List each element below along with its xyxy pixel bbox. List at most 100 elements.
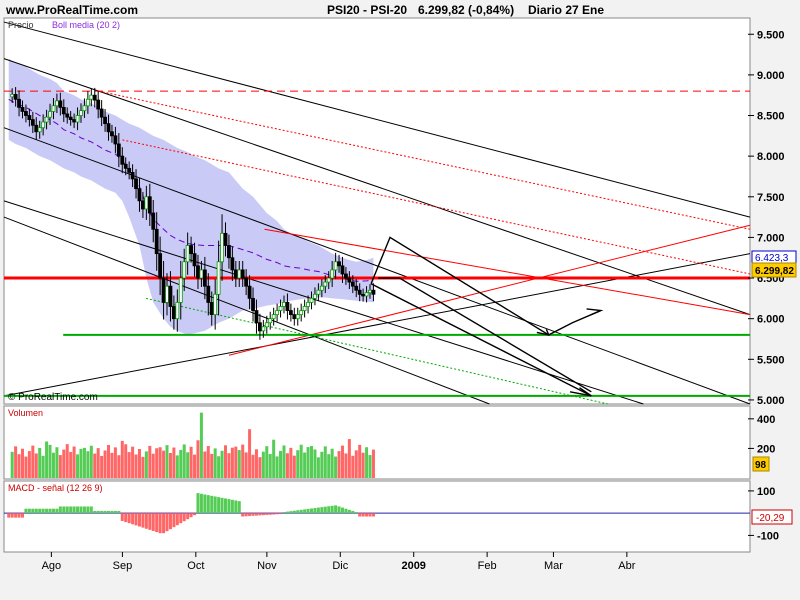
trend-line [3, 127, 751, 405]
candle-body [82, 105, 87, 112]
volume-bar [254, 449, 258, 478]
volume-bar [86, 451, 90, 478]
volume-bar [223, 445, 227, 478]
candle-body [189, 245, 193, 255]
macd-y-tick-label: -100 [757, 530, 779, 542]
macd-bar [230, 499, 234, 514]
green-dotted-line [145, 297, 609, 405]
candle-body [258, 322, 262, 332]
volume-bar [27, 451, 31, 478]
macd-bar [289, 511, 293, 514]
candle-body [178, 277, 183, 303]
volume-bar [65, 444, 69, 478]
candle-body [233, 269, 238, 279]
candle-body [161, 277, 166, 303]
trend-line [3, 21, 751, 218]
candle-body [323, 281, 328, 287]
macd-bar [361, 513, 365, 517]
candle-body [141, 200, 145, 210]
candle-body [144, 196, 149, 210]
candle-body [271, 314, 276, 320]
volume-bar [230, 447, 234, 478]
site-name: www.ProRealTime.com [5, 3, 138, 17]
macd-panel [3, 480, 751, 553]
volume-bar [17, 454, 21, 478]
volume-y-tick-label: 200 [757, 443, 775, 455]
candle-body [137, 188, 142, 202]
macd-bar [27, 508, 31, 514]
macd-bar [41, 508, 45, 514]
volume-bar [210, 453, 214, 478]
volume-tag: 98 [755, 460, 767, 471]
volume-bar [96, 448, 100, 478]
volume-bar [20, 448, 24, 478]
x-tick-label: Sep [113, 560, 133, 572]
y-tick-label: 5.000 [757, 395, 785, 407]
candle-body [330, 269, 335, 279]
macd-bar [58, 506, 62, 514]
macd-bar [144, 513, 148, 529]
volume-bar [347, 439, 351, 478]
candle-body [41, 121, 46, 129]
candle-body [34, 124, 39, 133]
volume-bar [354, 450, 358, 478]
candle-body [237, 269, 242, 279]
candle-body [30, 119, 35, 126]
macd-bar [24, 508, 28, 514]
candle-body [306, 302, 310, 307]
volume-bar [334, 456, 338, 478]
candle-body [175, 302, 180, 320]
candle-body [244, 277, 249, 287]
candle-body [354, 285, 359, 291]
volume-bar [371, 449, 375, 478]
candle-body [368, 289, 372, 294]
macd-bar [347, 509, 351, 514]
macd-bar [31, 508, 35, 514]
macd-bar [323, 506, 327, 514]
candle-body [337, 261, 341, 267]
x-tick-label: Mar [544, 560, 563, 572]
volume-bar [137, 449, 141, 478]
candle-body [165, 285, 169, 303]
volume-bar [296, 450, 300, 478]
projection-path-down [378, 277, 592, 393]
macd-bar [165, 513, 169, 532]
volume-bar [151, 453, 155, 478]
volume-bar [148, 445, 152, 478]
candle-body [220, 232, 224, 263]
arrow-head [586, 308, 604, 316]
volume-bar [38, 447, 42, 478]
candle-body [85, 98, 90, 107]
macd-bar [189, 513, 193, 518]
macd-bar [303, 509, 307, 514]
candle-body [72, 119, 77, 123]
macd-bar [182, 513, 186, 522]
candle-body [134, 178, 138, 190]
candle-body [264, 322, 269, 328]
candle-body [350, 281, 355, 287]
macd-bar [285, 511, 289, 514]
volume-bar [48, 444, 52, 478]
macd-bar [103, 510, 107, 514]
macd-bar [89, 506, 93, 514]
macd-bar [96, 510, 100, 514]
volume-label: Volumen [8, 408, 43, 418]
volume-bar [217, 456, 221, 478]
macd-bar [330, 505, 334, 514]
volume-bar [206, 446, 210, 478]
macd-bar [258, 513, 262, 516]
macd-bar [244, 513, 248, 517]
candle-body [192, 253, 197, 267]
volume-bar [193, 454, 197, 478]
candle-body [79, 110, 83, 116]
macd-bar [55, 508, 59, 514]
candle-body [199, 269, 204, 279]
macd-bar [265, 513, 269, 515]
candle-body [299, 310, 304, 316]
candle-body [364, 292, 369, 297]
volume-bar [368, 455, 372, 478]
macd-bar [117, 510, 121, 514]
macd-bar [320, 507, 324, 514]
macd-bar [254, 513, 258, 516]
